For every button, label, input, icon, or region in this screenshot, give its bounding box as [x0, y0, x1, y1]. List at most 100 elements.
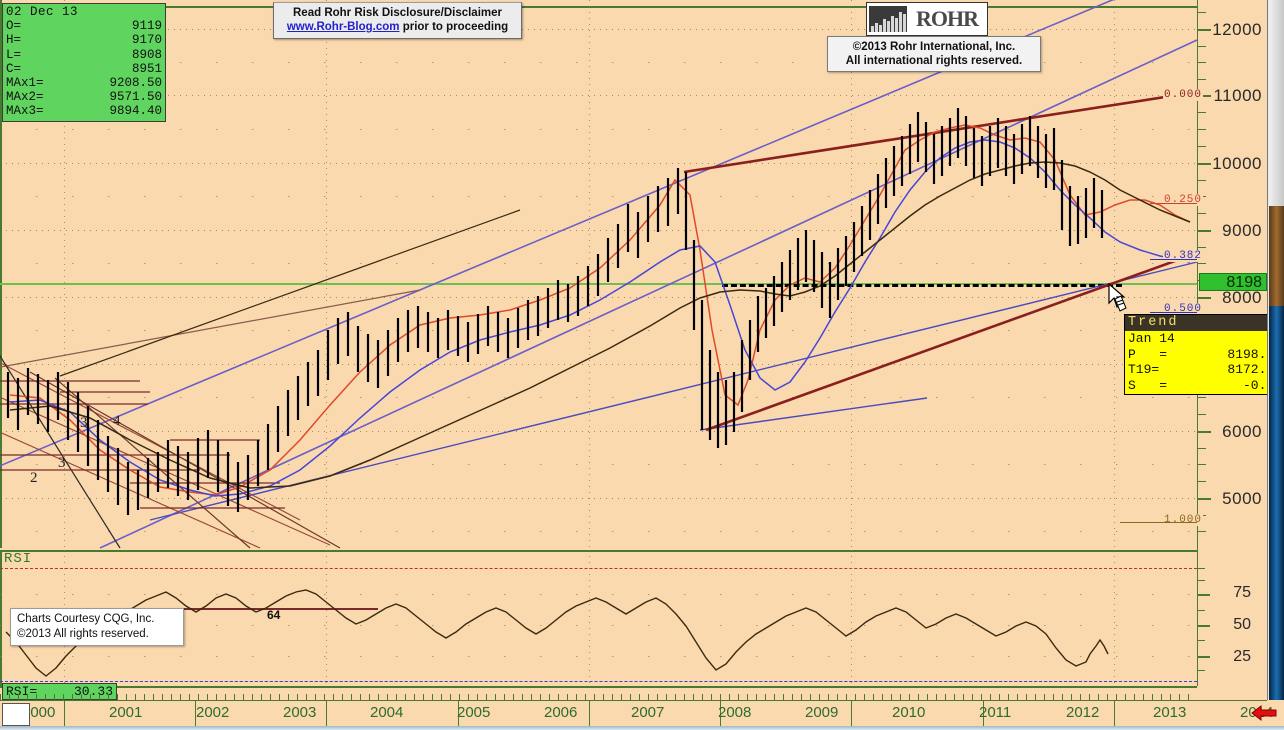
- annotation-4: 4: [113, 413, 121, 429]
- rsi-bottom-border: [0, 686, 1197, 688]
- rsi-tick-25: 25: [1233, 648, 1251, 665]
- fib-line-0-382: [1150, 259, 1197, 260]
- ohlc-high-value: 9170: [131, 33, 162, 48]
- pencil-cursor: [1108, 283, 1127, 312]
- ohlc-max2-value: 9571.50: [109, 90, 162, 105]
- ohlc-row-close: C= 8951: [6, 62, 162, 76]
- grid-line-year-2006: [851, 0, 852, 548]
- fib-line-0-250: [1150, 203, 1197, 204]
- ohlc-row-low: L= 8908: [6, 48, 162, 62]
- ohlc-info-box[interactable]: 02 Dec 13 O= 9119 H= 9170 L= 8908 C= 895…: [2, 3, 166, 122]
- price-chart-panel[interactable]: 2 3 3 4: [0, 0, 1198, 549]
- scroll-back-arrow-icon[interactable]: [1250, 703, 1278, 723]
- grid-line-11000: [0, 95, 1197, 96]
- ohlc-row-max1: MAx1= 9208.50: [6, 76, 162, 90]
- grid-line-12000: [0, 29, 1197, 30]
- trend-p-label: P =: [1128, 346, 1168, 362]
- rsi-grid-year-2004: [589, 550, 590, 686]
- price-series-overlay: [0, 0, 1198, 549]
- fib-line-0-500: [1150, 312, 1197, 313]
- x-axis-tick-strip: [0, 694, 1197, 700]
- cqg-line2: ©2013 All rights reserved.: [17, 628, 149, 640]
- rsi-tick-50: 50: [1233, 616, 1251, 633]
- pane-top-border: [0, 6, 1197, 8]
- ohlc-high-label: H=: [6, 33, 22, 48]
- rsi-grid-year-2008: [1114, 550, 1115, 686]
- rsi-axis-scale[interactable]: 75 50 25: [1197, 550, 1267, 686]
- ohlc-row-max2: MAx2= 9571.50: [6, 90, 162, 104]
- bar-chart-icon: [869, 6, 907, 32]
- rsi-series-overlay: [5, 589, 1109, 677]
- grid-line-minor-10500: [0, 129, 1197, 130]
- x-tick-2002: 2002: [196, 704, 230, 721]
- grid-line-8000: [0, 297, 1197, 298]
- rsi-panel[interactable]: 64: [0, 550, 1197, 686]
- rsi-grid-25: [0, 656, 1197, 657]
- cqg-credit-box: Charts Courtesy CQG, Inc. ©2013 All righ…: [10, 608, 184, 646]
- grid-line-5000: [0, 498, 1197, 499]
- copyright-box: ©2013 Rohr International, Inc. All inter…: [827, 36, 1041, 72]
- rsi-left-axis: [0, 550, 2, 686]
- ohlc-date: 02 Dec 13: [6, 5, 79, 19]
- rsi-grid-75: [0, 594, 1197, 595]
- rsi-level-64-label: 64: [267, 608, 281, 622]
- ohlc-open-value: 9119: [131, 19, 162, 34]
- rohr-logo: ROHR: [866, 2, 988, 36]
- disclaimer-line2-tail: prior to proceeding: [399, 21, 509, 33]
- projection-dashed-line: [722, 284, 1122, 287]
- vertical-scrollbar[interactable]: [1267, 0, 1284, 700]
- trend-row-s: S = -0.01: [1128, 378, 1282, 394]
- trend-box-title: Trend: [1125, 315, 1284, 331]
- rsi-overbought-line: [0, 568, 1197, 569]
- x-tick-2011: 2011: [979, 704, 1012, 721]
- x-tick-2009: 2009: [805, 704, 839, 721]
- x-tick-2013: 2013: [1153, 704, 1187, 721]
- copyright-line2: All international rights reserved.: [845, 55, 1023, 67]
- annotation-3a: 3: [58, 455, 66, 471]
- trend-t19-label: T19=: [1128, 362, 1160, 377]
- grid-line-minor-11500: [0, 62, 1197, 63]
- ohlc-row-max3: MAx3= 9894.40: [6, 104, 162, 118]
- cqg-line1: Charts Courtesy CQG, Inc.: [17, 613, 155, 625]
- ohlc-low-value: 8908: [131, 47, 162, 62]
- grid-line-minor-6500: [0, 397, 1197, 398]
- x-tick-2004: 2004: [370, 704, 404, 721]
- trend-row-p: P = 8198.00: [1128, 347, 1282, 363]
- rohr-logo-text: ROHR: [916, 6, 979, 31]
- grid-line-minor-4500: [0, 531, 1197, 532]
- annotation-3b: 3: [80, 415, 88, 431]
- price-left-axis: [0, 0, 2, 548]
- price-tick-8000: 8000: [1222, 288, 1262, 307]
- grid-line-minor-9500: [0, 196, 1197, 197]
- ohlc-max3-label: MAx3=: [6, 104, 44, 119]
- grid-line-6000: [0, 431, 1197, 432]
- x-tick-2005: 2005: [457, 704, 491, 721]
- x-tick-2012: 2012: [1066, 704, 1100, 721]
- rsi-bottom-dashed: [0, 681, 1197, 682]
- current-price-tag: 8198: [1199, 273, 1267, 291]
- grid-line-minor-7500: [0, 330, 1197, 331]
- grid-line-9000: [0, 230, 1197, 231]
- rsi-title-label: RSI: [4, 551, 33, 567]
- trend-info-box[interactable]: Trend Jan 14 P = 8198.00 T19= 8172.14 S …: [1124, 314, 1284, 395]
- ohlc-close-label: C=: [6, 61, 22, 76]
- x-tick-2006: 2006: [544, 704, 578, 721]
- x-tick-2003: 2003: [283, 704, 317, 721]
- rsi-level-64-line: [128, 608, 378, 610]
- x-axis[interactable]: 2000 2001 2002 2003 2004 2005 2006 2007 …: [0, 700, 1273, 727]
- ohlc-row-open: O= 9119: [6, 19, 162, 33]
- price-tick-6000: 6000: [1222, 422, 1262, 441]
- fib-label-0-250: 0.250: [1163, 194, 1204, 206]
- disclaimer-line1: Read Rohr Risk Disclosure/Disclaimer: [293, 7, 502, 19]
- ohlc-low-label: L=: [6, 47, 22, 62]
- fib-line-1-000: [1120, 522, 1197, 523]
- axis-corner-button[interactable]: [2, 703, 30, 726]
- disclaimer-box[interactable]: Read Rohr Risk Disclosure/Disclaimer www…: [273, 2, 522, 39]
- ohlc-max2-label: MAx2=: [6, 90, 44, 105]
- fib-label-0-382: 0.382: [1163, 250, 1204, 262]
- rsi-grid-50: [0, 625, 1197, 626]
- window-bottom-chrome: [0, 726, 1284, 730]
- ohlc-max3-value: 9894.40: [109, 104, 162, 119]
- price-tick-11000: 11000: [1213, 86, 1262, 105]
- rohr-blog-link[interactable]: www.Rohr-Blog.com: [286, 21, 400, 33]
